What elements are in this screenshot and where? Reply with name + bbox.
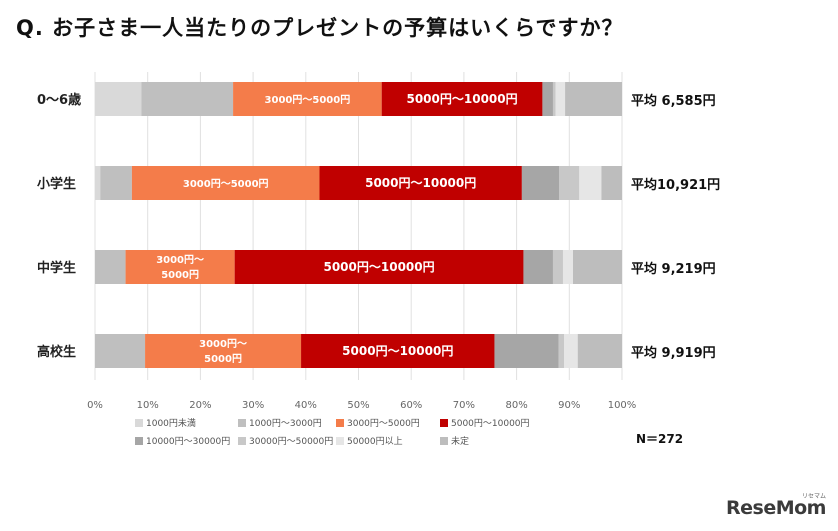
bar-segment [141,82,234,116]
bar-segment [95,82,142,116]
legend-label: 50000円以上 [347,436,403,447]
bar-segment [145,334,302,368]
bar-segment [558,334,565,368]
bar-segment [521,166,560,200]
legend-label: 30000円〜50000円 [249,436,333,447]
chart-title: Q. お子さま一人当たりのプレゼントの予算はいくらですか？ [16,16,624,40]
bar-segment [572,250,622,284]
legend: 1000円未満 1000円〜3000円 3000円〜5000円 5000円〜10000… [135,417,530,447]
legend-label: 1000円〜3000円 [249,418,322,429]
legend-label: 3000円〜5000円 [347,418,420,429]
segment-label: 5000円 [161,269,199,281]
legend-swatch [238,437,246,445]
legend-swatch [135,419,143,427]
legend-swatch [440,419,448,427]
bar-segment [131,166,320,200]
bar-segment [233,82,382,116]
x-tick-label: 60% [400,400,422,411]
segment-label: 5000円〜10000円 [406,92,517,106]
legend-label: 1000円未満 [146,417,196,429]
category-label: 0〜6歳 [37,92,81,108]
category-label: 中学生 [37,260,76,276]
sample-size-label: N＝272 [636,432,684,446]
bar-segment [95,250,126,284]
x-tick-label: 10% [137,400,159,411]
average-label: 平均 6,585円 [631,93,716,109]
bar-segment [552,250,563,284]
resemom-logo: ReseMom [726,497,826,519]
bar-segment [301,334,495,368]
bar-segment [125,250,235,284]
bar-segment [100,166,132,200]
segment-label: 5000円〜10000円 [323,260,434,274]
category-label: 小学生 [37,176,76,192]
segment-label: 3000円〜5000円 [265,94,351,106]
bar-segment [494,334,559,368]
segment-label: 5000円〜10000円 [342,344,453,358]
segment-label: 5000円〜10000円 [365,176,476,190]
bar-segment [542,82,553,116]
legend-swatch [440,437,448,445]
bar-segment [577,334,622,368]
x-tick-label: 80% [505,400,527,411]
legend-label: 未定 [451,435,469,447]
bar-segment [95,334,146,368]
bar-segment [564,334,578,368]
x-tick-label: 20% [189,400,211,411]
legend-swatch [238,419,246,427]
bar-segment [234,250,524,284]
x-axis: 0% 10% 20% 30% 40% 50% 60% 70% 80% 90% 100% [87,400,636,411]
x-tick-label: 50% [347,400,369,411]
segment-label: 3000円〜 [199,338,247,350]
bar-segment [381,82,543,116]
legend-swatch [336,437,344,445]
legend-swatch [336,419,344,427]
bar-segment [319,166,522,200]
bar-segment [562,250,573,284]
bar-segment [552,82,556,116]
bar-segment [523,250,553,284]
bar-segment [601,166,622,200]
x-tick-label: 90% [558,400,580,411]
legend-swatch [135,437,143,445]
bar-segment [565,82,622,116]
x-tick-label: 0% [87,400,103,411]
x-tick-label: 70% [453,400,475,411]
watermark-sub: リセマム [802,493,827,500]
x-tick-label: 30% [242,400,264,411]
average-label: 平均10,921円 [631,177,720,193]
bar-segment [555,82,566,116]
legend-label: 5000円〜10000円 [451,418,530,429]
bar-segment [579,166,602,200]
average-label: 平均 9,919円 [631,345,716,361]
segment-label: 3000円〜5000円 [183,178,269,190]
grid-lines [94,72,623,380]
x-tick-label: 100% [608,400,637,411]
segment-label: 3000円〜 [156,254,204,266]
segment-label: 5000円 [204,353,242,365]
legend-label: 10000円〜30000円 [146,436,230,447]
category-label: 高校生 [37,344,76,360]
average-label: 平均 9,219円 [631,261,716,277]
bar-segment [95,166,101,200]
x-tick-label: 40% [295,400,317,411]
bars [95,82,622,368]
bar-segment [559,166,580,200]
